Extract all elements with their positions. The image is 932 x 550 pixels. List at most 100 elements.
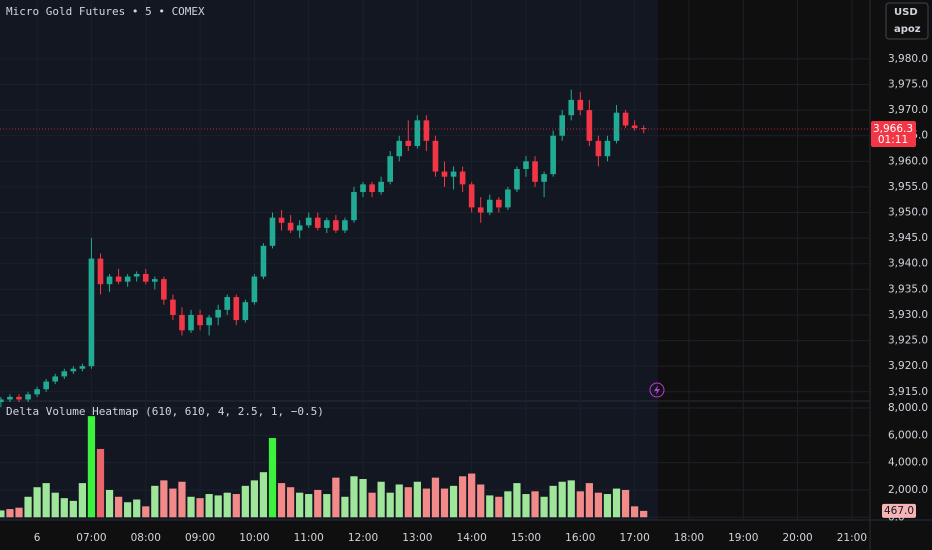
candle-body xyxy=(16,396,22,400)
y-tick-label: 3,920.0 xyxy=(888,360,928,372)
volume-bar xyxy=(6,509,14,518)
candle-body xyxy=(79,366,86,369)
candle-body xyxy=(296,225,303,231)
candle-body xyxy=(97,258,104,285)
x-tick-label: 07:00 xyxy=(76,532,106,544)
candle-body xyxy=(586,110,593,141)
candle-body xyxy=(450,171,457,177)
symbol-title: Micro Gold Futures • 5 • COMEX xyxy=(6,5,205,18)
volume-bar xyxy=(368,492,376,518)
volume-bar xyxy=(142,506,150,518)
candle-body xyxy=(496,199,502,208)
candle-body xyxy=(88,258,95,367)
candle-body xyxy=(459,171,466,185)
candle-body xyxy=(170,299,176,315)
alert-icon[interactable] xyxy=(649,382,665,398)
candle-body xyxy=(142,273,149,282)
grid xyxy=(0,0,870,520)
candle-body xyxy=(152,279,158,282)
x-tick-label: 6 xyxy=(34,532,41,544)
last-value-box xyxy=(882,503,916,518)
volume-bar xyxy=(314,489,322,518)
volume-bar xyxy=(241,485,249,518)
volume-bar xyxy=(549,485,557,518)
volume-bar xyxy=(540,496,548,518)
y-tick-label: 8,000.0 xyxy=(888,402,928,414)
y-tick-label: 3,950.0 xyxy=(888,207,928,219)
volume-bar xyxy=(223,492,231,518)
y-tick-label: 3,980.0 xyxy=(888,53,928,65)
volume-bar xyxy=(124,502,132,518)
candle-body xyxy=(432,140,439,172)
account[interactable]: apoz xyxy=(894,24,921,35)
candle-body xyxy=(360,184,366,193)
volume-bar xyxy=(431,477,440,518)
candle-body xyxy=(441,171,448,177)
y-tick-label: 3,955.0 xyxy=(888,181,928,193)
labels: 6 07:00 08:00 09:00 10:00 11:00 12:00 13:00 14:0… xyxy=(34,53,928,544)
volume-bar xyxy=(87,416,96,518)
x-tick-label: 19:00 xyxy=(728,532,758,544)
volume-bar xyxy=(630,506,639,518)
volume-bar xyxy=(151,485,159,518)
candle-body xyxy=(532,161,538,182)
candle-body xyxy=(0,399,4,403)
candle-body xyxy=(133,273,140,277)
volume-bar xyxy=(386,492,394,518)
volume-bar xyxy=(96,448,105,518)
candle-body xyxy=(115,276,122,282)
volume-bar xyxy=(214,495,222,518)
y-tick-label: 6,000.0 xyxy=(888,429,928,441)
x-tick-label: 08:00 xyxy=(131,532,161,544)
currency-box[interactable] xyxy=(885,2,929,40)
candle-body xyxy=(269,217,276,246)
candle-body xyxy=(260,245,267,277)
candle-body xyxy=(486,199,493,213)
last-price-label: 3,966.3 xyxy=(873,123,913,135)
volume-bar xyxy=(277,483,286,518)
candle-body xyxy=(550,135,556,175)
volume-bar xyxy=(413,481,421,518)
x-tick-label: 10:00 xyxy=(239,532,269,544)
volume-bar xyxy=(60,498,68,518)
candle-body xyxy=(197,314,203,326)
volume-bar xyxy=(621,489,630,518)
y-tick-label: 4,000.0 xyxy=(888,457,928,469)
candle-body xyxy=(324,220,330,228)
x-tick-label: 16:00 xyxy=(565,532,595,544)
volume-bar xyxy=(422,488,431,518)
y-tick-label: 3,945.0 xyxy=(888,232,928,244)
last-price-box xyxy=(871,121,916,148)
volume-bar xyxy=(187,496,195,518)
volume-bar xyxy=(567,480,575,518)
volume-bar xyxy=(458,476,467,518)
volume-bar xyxy=(468,473,476,518)
volume-bar xyxy=(114,496,123,518)
candle-body xyxy=(52,376,59,382)
volume-bar xyxy=(576,491,584,518)
volume-bar xyxy=(178,481,186,518)
candle-body xyxy=(559,115,566,136)
candle-body xyxy=(477,207,484,213)
y-tick-label: 3,960.0 xyxy=(888,155,928,167)
x-tick-label: 13:00 xyxy=(402,532,432,544)
volume-bar xyxy=(42,483,50,518)
y-tick-label: 3,940.0 xyxy=(888,258,928,270)
currency[interactable]: USD xyxy=(894,7,918,18)
x-tick-label: 21:00 xyxy=(837,532,867,544)
volume-bar xyxy=(640,510,648,518)
candle-body xyxy=(25,394,31,400)
marks xyxy=(0,89,870,518)
volume-bar xyxy=(594,492,603,518)
volume-bar xyxy=(323,494,331,518)
volume-bar xyxy=(495,496,503,518)
volume-bar xyxy=(69,500,77,518)
volume-bar xyxy=(24,496,32,518)
candle-body xyxy=(523,161,529,170)
candle-body xyxy=(34,389,40,395)
volume-bar xyxy=(51,492,59,518)
y-tick-label: 3,915.0 xyxy=(888,386,928,398)
volume-bar xyxy=(232,494,240,518)
volume-bar xyxy=(440,488,449,518)
x-tick-label: 14:00 xyxy=(457,532,487,544)
